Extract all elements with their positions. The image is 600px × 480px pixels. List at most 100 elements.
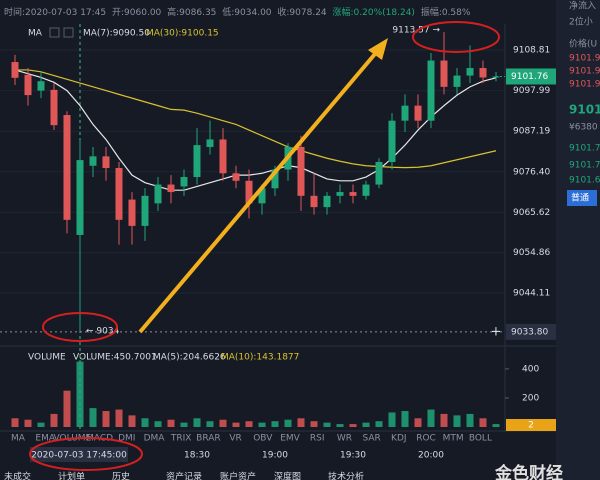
candle-body <box>440 60 448 87</box>
indicator-tab[interactable]: VR <box>229 434 241 444</box>
indicator-tab[interactable]: SAR <box>362 434 380 444</box>
candle-body <box>427 60 435 121</box>
candle-body <box>115 168 123 220</box>
candle-body <box>50 89 58 126</box>
header: 时间:2020-07-03 17:45 开:9060.00 高:9086.35 … <box>4 6 471 18</box>
indicator-tab[interactable]: DMA <box>144 434 166 444</box>
indicator-tab[interactable]: MA <box>11 434 26 444</box>
bottom-tab[interactable]: 未成交 <box>4 471 31 480</box>
candle-body <box>89 156 97 166</box>
volume-bar <box>297 418 305 427</box>
volume-tick-label: 200 <box>522 393 539 403</box>
candle-body <box>24 74 32 96</box>
candle-body <box>180 177 188 187</box>
button-bg <box>567 190 597 206</box>
y-tick-label: 9097.99 <box>513 86 550 96</box>
bottom-tab[interactable]: 技术分析 <box>328 471 364 480</box>
volume-bar <box>128 415 136 427</box>
side-text: 9101.9 <box>569 54 600 64</box>
side-text[interactable]: 普通 <box>571 192 589 204</box>
candle-body <box>375 162 383 185</box>
candle-body <box>206 139 214 147</box>
volume-bar <box>180 422 188 427</box>
volume-bar <box>401 411 409 427</box>
ma-label: MA <box>28 29 43 39</box>
volume-bar <box>154 421 162 427</box>
volume-legend: MA(10):143.1877 <box>221 353 299 363</box>
bottom-tab[interactable]: 账户资产 <box>220 471 256 480</box>
highlight <box>42 312 118 342</box>
volume-bar <box>427 409 435 427</box>
volume-bar <box>11 418 19 427</box>
date-tag <box>30 447 128 462</box>
volume-bar <box>89 408 97 427</box>
volume-bar <box>336 424 344 427</box>
y-tick-label: 9108.81 <box>513 45 550 55</box>
volume-bar <box>453 415 461 427</box>
candle-body <box>167 184 175 193</box>
volume-bar <box>245 421 253 427</box>
candle-body <box>388 120 396 163</box>
candle-body <box>453 75 461 87</box>
bottom-tab[interactable]: 计划单 <box>58 471 85 480</box>
volume-label: VOLUME <box>28 353 66 363</box>
x-tick-label: 20:00 <box>418 451 444 461</box>
plus: + <box>491 324 502 339</box>
candle-body <box>479 68 487 78</box>
candle-body <box>102 156 110 169</box>
candle-body <box>414 105 422 121</box>
header-item: 开:9060.00 <box>112 7 162 18</box>
bottom-tab[interactable]: 历史 <box>112 471 130 480</box>
price-tag <box>506 68 556 85</box>
indicator-tab[interactable]: ROC <box>416 434 436 444</box>
candle-body <box>245 180 253 204</box>
indicator-tab[interactable]: KDJ <box>391 434 407 444</box>
side-text: 9101 <box>569 103 600 117</box>
volume-bar <box>50 413 58 427</box>
indicator-tab[interactable]: DMI <box>118 434 135 444</box>
bottom-tab[interactable]: 深度图 <box>274 471 301 480</box>
crosshair-price: 9033.80 <box>511 327 548 337</box>
x-tick-label: 18:30 <box>184 451 210 461</box>
bottom-tab[interactable]: 资产记录 <box>166 471 202 480</box>
candle-body <box>401 105 409 121</box>
icon[interactable] <box>49 27 60 38</box>
volume-bar <box>76 361 84 427</box>
header-item: 涨幅:0.20%(18.24) <box>333 6 415 18</box>
side-text: 2位小 <box>569 16 593 28</box>
indicator-tab[interactable]: EMV <box>280 434 300 444</box>
indicator-tab[interactable]: TRIX <box>170 434 192 444</box>
side-text: 9101.7 <box>569 161 600 171</box>
indicator-tab[interactable]: EMA <box>35 434 55 444</box>
candle-body <box>193 145 201 178</box>
volume-bar <box>63 390 71 427</box>
side-text: ¥6380 <box>569 123 598 133</box>
candle-body <box>11 62 19 78</box>
indicator-tab[interactable]: WR <box>337 434 352 444</box>
candle-body <box>154 184 162 204</box>
candle-body <box>141 195 149 226</box>
indicator-tab[interactable]: MTM <box>443 434 464 444</box>
candle-body <box>219 139 227 174</box>
indicator-tab[interactable]: RSI <box>310 434 325 444</box>
last-price: 9101.76 <box>511 72 548 82</box>
icon[interactable] <box>63 27 74 38</box>
indicator-tab[interactable]: OBV <box>253 434 273 444</box>
volume-bar <box>193 418 201 427</box>
header-item: 振幅:0.58% <box>421 6 471 18</box>
volume-bar <box>24 419 32 427</box>
header-item: 低:9034.00 <box>222 6 272 18</box>
indicator-tab[interactable]: BRAR <box>196 434 220 444</box>
candle-body <box>310 195 318 208</box>
side-panel <box>556 0 600 480</box>
volume-bar <box>310 421 318 427</box>
price-tag <box>506 323 556 340</box>
crosshair-date: 2020-07-03 17:45:00 <box>31 451 127 461</box>
indicator-tab[interactable]: BOLL <box>469 434 492 444</box>
volume-bar <box>349 424 357 427</box>
volume-bar <box>115 409 123 427</box>
side-text: 价格(U <box>569 38 597 50</box>
